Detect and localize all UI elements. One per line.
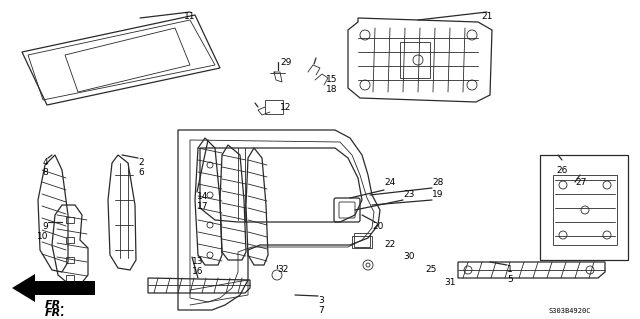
Text: 10: 10 — [36, 232, 48, 241]
Text: FR.: FR. — [45, 308, 65, 318]
Text: 1: 1 — [507, 265, 513, 274]
Text: 19: 19 — [432, 190, 444, 199]
Text: FR.: FR. — [45, 300, 65, 310]
Text: 26: 26 — [556, 166, 568, 175]
Bar — [66, 237, 74, 243]
Bar — [66, 275, 74, 281]
Text: 2: 2 — [138, 158, 143, 167]
Text: 28: 28 — [432, 178, 444, 187]
Text: 18: 18 — [326, 85, 337, 94]
Text: 27: 27 — [575, 178, 586, 187]
Text: 8: 8 — [42, 168, 48, 177]
Text: 16: 16 — [192, 267, 204, 276]
Text: 30: 30 — [403, 252, 415, 261]
Text: 9: 9 — [42, 222, 48, 231]
Polygon shape — [12, 274, 95, 302]
Bar — [66, 217, 74, 223]
Text: 13: 13 — [192, 257, 204, 266]
Text: S303B4920C: S303B4920C — [548, 308, 591, 314]
Bar — [354, 233, 370, 247]
Text: 32: 32 — [277, 265, 289, 274]
Text: 3: 3 — [318, 296, 324, 305]
Text: 24: 24 — [384, 178, 396, 187]
Text: 12: 12 — [280, 103, 291, 112]
Text: 20: 20 — [372, 222, 383, 231]
Text: 6: 6 — [138, 168, 144, 177]
Text: 5: 5 — [507, 275, 513, 284]
Bar — [66, 257, 74, 263]
Text: 15: 15 — [326, 75, 337, 84]
Text: 21: 21 — [481, 12, 493, 21]
Text: 29: 29 — [280, 58, 291, 67]
Text: 31: 31 — [444, 278, 456, 287]
Text: 14: 14 — [197, 192, 209, 201]
Text: 23: 23 — [403, 190, 414, 199]
Text: 22: 22 — [384, 240, 396, 249]
Text: 4: 4 — [42, 158, 48, 167]
Text: 11: 11 — [184, 12, 196, 21]
Text: 7: 7 — [318, 306, 324, 315]
Bar — [540, 155, 628, 260]
Text: 25: 25 — [425, 265, 436, 274]
Text: 17: 17 — [197, 202, 209, 211]
